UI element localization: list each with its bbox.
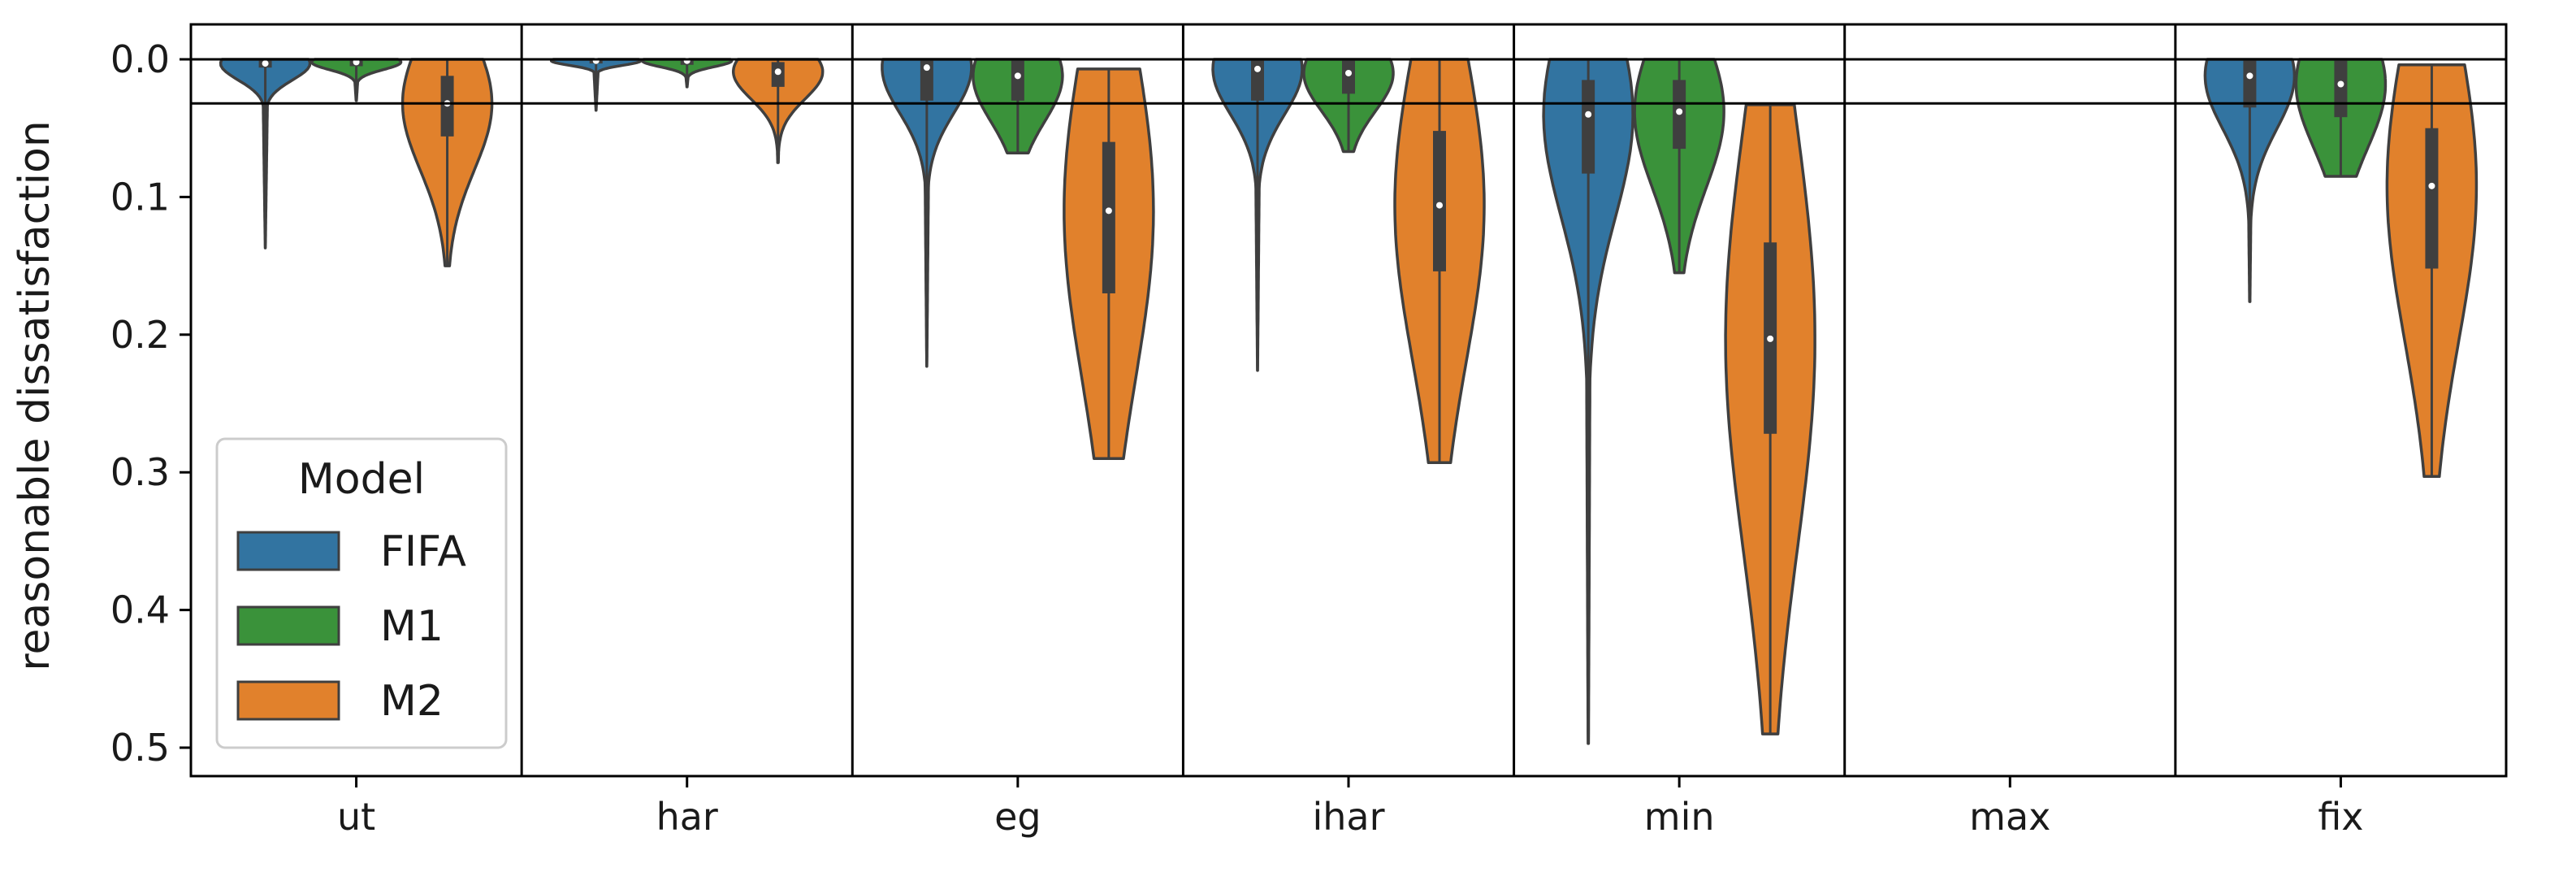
violin-median [1014, 72, 1021, 80]
x-tick-label-har: har [656, 795, 718, 839]
y-tick-label: 0.2 [110, 313, 170, 357]
violin-iqr-box [2425, 128, 2439, 269]
legend-frame [215, 437, 508, 749]
x-tick-label-ut: ut [337, 795, 375, 839]
y-tick-label: 0.5 [110, 726, 170, 770]
legend-swatch-fifa [236, 531, 340, 571]
x-tick-label-eg: eg [994, 795, 1041, 839]
legend-swatch-m2 [236, 680, 340, 721]
x-tick-label-fix: fix [2318, 795, 2363, 839]
x-tick-label-max: max [1969, 795, 2050, 839]
separators [520, 24, 2177, 776]
legend-label-fifa: FIFA [380, 527, 466, 576]
x-tick-label-ihar: ihar [1312, 795, 1384, 839]
violin-iqr-box [1582, 80, 1595, 174]
violin-median [923, 64, 930, 72]
violin-median [1676, 108, 1683, 115]
violin-iqr-box [1433, 131, 1446, 271]
violin-median [774, 68, 781, 76]
violin-iqr-box [1342, 59, 1355, 94]
violin-median [1585, 111, 1592, 118]
violin-iqr-box [1251, 59, 1264, 101]
violin-median [262, 60, 269, 67]
violin-median [2246, 72, 2253, 80]
reference-lines [191, 58, 2506, 105]
violin-iqr-box [2334, 59, 2348, 118]
y-tick-label: 0.4 [110, 588, 170, 632]
legend-swatch-m1 [236, 605, 340, 646]
violin-iqr-box [920, 59, 933, 101]
violin-median [2428, 182, 2435, 189]
violin-median [1345, 69, 1352, 76]
x-tick-label-min: min [1644, 795, 1715, 839]
violins [219, 58, 2479, 745]
violin-median [2337, 80, 2344, 88]
violin-median [1105, 207, 1112, 215]
legend-label-m2: M2 [380, 677, 444, 726]
violin-iqr-box [1102, 141, 1115, 293]
violin-iqr-box [2243, 59, 2257, 108]
y-tick-label: 0.1 [110, 175, 170, 219]
y-tick-label: 0.0 [110, 37, 170, 81]
violin-iqr-box [1011, 59, 1024, 101]
violin-median [1254, 65, 1261, 72]
violin-median [1436, 202, 1443, 209]
y-axis-title: reasonable dissatisfaction [11, 120, 59, 671]
violin-median [1767, 335, 1774, 342]
box-markers [258, 57, 2439, 744]
legend-title: Model [298, 455, 425, 504]
axes: 0.0 0.1 0.2 0.3 0.4 0.5 ut har eg ihar min max fix [110, 23, 2508, 839]
legend: Model FIFA M1 M2 [215, 437, 508, 749]
legend-label-m1: M1 [380, 602, 444, 651]
y-tick-label: 0.3 [110, 450, 170, 494]
